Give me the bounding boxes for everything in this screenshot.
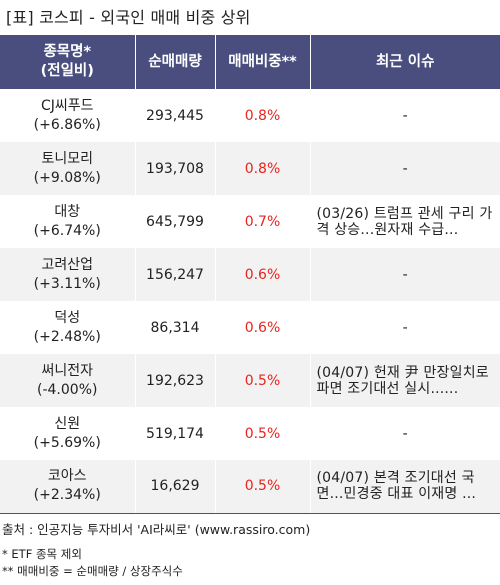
- foreign-trade-table: 종목명* (전일비) 순매매량 매매비중** 최근 이슈 CJ씨푸드 (+6.86…: [0, 35, 500, 514]
- table-row: 토니모리 (+9.08%) 193,708 0.8% -: [0, 142, 500, 195]
- column-header-issue: 최근 이슈: [310, 35, 500, 89]
- table-row: 코아스 (+2.34%) 16,629 0.5% (04/07) 본격 조기대선 …: [0, 460, 500, 514]
- recent-issue: -: [310, 248, 500, 301]
- column-header-name-line2: (전일비): [40, 63, 94, 79]
- recent-issue-text: -: [402, 425, 408, 442]
- trade-ratio: 0.6%: [215, 248, 311, 301]
- recent-issue-text: -: [402, 160, 408, 177]
- stock-name: 고려산업: [41, 256, 94, 273]
- recent-issue: -: [310, 89, 500, 142]
- column-header-volume: 순매매량: [135, 35, 216, 89]
- stock-change: (+6.74%): [33, 222, 101, 239]
- stock-name: 덕성: [54, 309, 81, 326]
- recent-issue: (04/07) 본격 조기대선 국면...민경중 대표 이재명 ...: [310, 460, 500, 514]
- stock-change: (+9.08%): [33, 169, 101, 186]
- trade-ratio: 0.5%: [215, 407, 311, 460]
- recent-issue: (04/07) 헌재 尹 만장일치로 파면 조기대선 실시......: [310, 354, 500, 407]
- recent-issue-text: -: [402, 319, 408, 336]
- stock-change: (+2.34%): [33, 487, 101, 504]
- trade-ratio: 0.7%: [215, 195, 311, 248]
- footnote-ratio-definition: ** 매매비중 = 순매매량 / 상장주식수: [2, 564, 183, 578]
- stock-name-cell: 써니전자 (-4.00%): [0, 354, 136, 407]
- net-volume: 293,445: [135, 89, 216, 142]
- net-volume: 519,174: [135, 407, 216, 460]
- recent-issue-text: -: [402, 266, 408, 283]
- stock-name-cell: CJ씨푸드 (+6.86%): [0, 89, 136, 142]
- net-volume: 86,314: [135, 301, 216, 354]
- stock-change: (+2.48%): [33, 328, 101, 345]
- table-header-row: 종목명* (전일비) 순매매량 매매비중** 최근 이슈: [0, 35, 500, 89]
- stock-change: (-4.00%): [37, 381, 98, 398]
- stock-name-cell: 코아스 (+2.34%): [0, 460, 136, 514]
- trade-ratio: 0.5%: [215, 460, 311, 514]
- stock-name-cell: 신원 (+5.69%): [0, 407, 136, 460]
- footnote-etf: * ETF 종목 제외: [2, 547, 82, 561]
- table-row: 써니전자 (-4.00%) 192,623 0.5% (04/07) 헌재 尹 만…: [0, 354, 500, 407]
- page-title: [표] 코스피 - 외국인 매매 비중 상위: [6, 8, 251, 27]
- net-volume: 16,629: [135, 460, 216, 514]
- stock-name: 대창: [54, 203, 81, 220]
- stock-name-cell: 토니모리 (+9.08%): [0, 142, 136, 195]
- recent-issue-text: -: [402, 107, 408, 124]
- column-header-name: 종목명* (전일비): [0, 35, 136, 89]
- stock-name: 써니전자: [41, 362, 94, 379]
- table-row: 덕성 (+2.48%) 86,314 0.6% -: [0, 301, 500, 354]
- recent-issue: (03/26) 트럼프 관세 구리 가격 상승...원자재 수급...: [310, 195, 500, 248]
- table-row: 대창 (+6.74%) 645,799 0.7% (03/26) 트럼프 관세 구…: [0, 195, 500, 248]
- column-header-name-line1: 종목명*: [43, 44, 92, 60]
- stock-change: (+3.11%): [33, 275, 101, 292]
- stock-name-cell: 고려산업 (+3.11%): [0, 248, 136, 301]
- net-volume: 193,708: [135, 142, 216, 195]
- stock-name: CJ씨푸드: [40, 97, 94, 114]
- recent-issue-text: (04/07) 헌재 尹 만장일치로 파면 조기대선 실시......: [316, 364, 489, 397]
- stock-name: 토니모리: [41, 150, 94, 167]
- net-volume: 192,623: [135, 354, 216, 407]
- table-row: 고려산업 (+3.11%) 156,247 0.6% -: [0, 248, 500, 301]
- table-row: 신원 (+5.69%) 519,174 0.5% -: [0, 407, 500, 460]
- recent-issue-text: (04/07) 본격 조기대선 국면...민경중 대표 이재명 ...: [316, 470, 477, 503]
- net-volume: 645,799: [135, 195, 216, 248]
- trade-ratio: 0.5%: [215, 354, 311, 407]
- table-row: CJ씨푸드 (+6.86%) 293,445 0.8% -: [0, 89, 500, 142]
- stock-change: (+6.86%): [33, 116, 101, 133]
- recent-issue: -: [310, 301, 500, 354]
- trade-ratio: 0.8%: [215, 142, 311, 195]
- recent-issue-text: (03/26) 트럼프 관세 구리 가격 상승...원자재 수급...: [316, 205, 493, 238]
- recent-issue: -: [310, 407, 500, 460]
- trade-ratio: 0.8%: [215, 89, 311, 142]
- stock-change: (+5.69%): [33, 434, 101, 451]
- source-note: 출처 : 인공지능 투자비서 'AI라씨로' (www.rassiro.com): [2, 522, 311, 537]
- stock-name-cell: 대창 (+6.74%): [0, 195, 136, 248]
- trade-ratio: 0.6%: [215, 301, 311, 354]
- stock-name: 코아스: [47, 468, 87, 485]
- stock-name: 신원: [54, 415, 81, 432]
- column-header-ratio: 매매비중**: [215, 35, 311, 89]
- net-volume: 156,247: [135, 248, 216, 301]
- recent-issue: -: [310, 142, 500, 195]
- stock-name-cell: 덕성 (+2.48%): [0, 301, 136, 354]
